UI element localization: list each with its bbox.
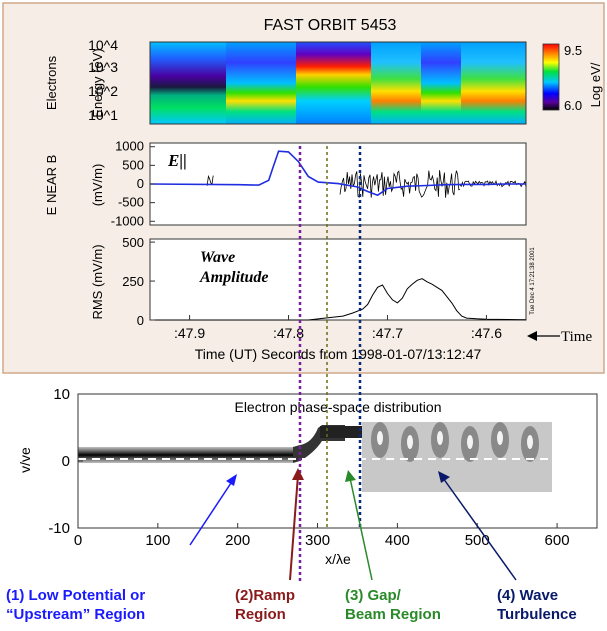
efield-noise-band bbox=[339, 170, 461, 198]
phase-ytick-label: 0 bbox=[62, 453, 70, 470]
spectrogram-block-5 bbox=[421, 42, 461, 124]
upstream-beam bbox=[78, 447, 293, 463]
energy-axis-label: Energy (eV) bbox=[90, 48, 105, 117]
wave-amplitude-line-1: Wave bbox=[200, 249, 235, 266]
time-axis-label: Time (UT) Seconds from 1998-01-07/13:12:… bbox=[195, 346, 482, 362]
rms-x-ticks: :47.9 :47.8 :47.7 :47.6 bbox=[174, 315, 502, 341]
arrow-2-head bbox=[292, 468, 304, 480]
energy-tick-2: 10^3 bbox=[88, 59, 118, 75]
accelerated-beam bbox=[320, 426, 362, 438]
phase-xtick-label: 600 bbox=[545, 532, 570, 549]
annotation-3-line-2: Beam Region bbox=[345, 606, 441, 623]
efield-ytick-label: 500 bbox=[122, 157, 144, 172]
rms-xtick-label: :47.8 bbox=[273, 325, 304, 341]
phase-space-x-ticks: 0 100 200 300 400 500 600 bbox=[74, 523, 570, 549]
energy-tick-4: 10^1 bbox=[88, 107, 118, 123]
enearb-label: E NEAR B bbox=[44, 155, 59, 216]
colorbar-label: Log eV/ bbox=[588, 62, 603, 107]
efield-ytick-label: 0 bbox=[137, 176, 144, 191]
efield-ytick-label: 1000 bbox=[115, 139, 144, 154]
spectrogram-block-6 bbox=[461, 42, 526, 124]
phase-xtick-label: 500 bbox=[465, 532, 490, 549]
rms-xtick-label: :47.7 bbox=[372, 325, 403, 341]
rms-xtick-label: :47.9 bbox=[174, 325, 205, 341]
energy-tick-1: 10^4 bbox=[88, 37, 118, 53]
efield-y-ticks: 1000 500 0 -500 -1000 bbox=[111, 139, 155, 228]
colorbar-min-label: 6.0 bbox=[564, 98, 582, 113]
vortex-core bbox=[527, 435, 533, 449]
spectrogram-frame bbox=[149, 41, 527, 125]
phase-space-plot bbox=[77, 393, 598, 529]
phase-ytick-label: 10 bbox=[53, 386, 70, 403]
vortex-core bbox=[407, 435, 413, 449]
rms-frame bbox=[149, 238, 527, 321]
spectrogram-block-3 bbox=[296, 42, 371, 124]
arrow-3-shaft bbox=[349, 477, 373, 581]
region-annotations: (1) Low Potential or “Upstream” Region (… bbox=[6, 587, 577, 623]
phase-xtick-label: 300 bbox=[305, 532, 330, 549]
electron-spectrogram bbox=[149, 41, 527, 125]
arrow-1-head bbox=[226, 474, 237, 486]
phase-xtick-label: 100 bbox=[145, 532, 170, 549]
turbulence-region bbox=[362, 422, 552, 492]
vortex-group bbox=[371, 422, 539, 462]
efield-axis-label: (mV/m) bbox=[90, 164, 105, 207]
phase-space-y-label: v/ve bbox=[17, 447, 33, 473]
rms-ytick-label: 0 bbox=[137, 313, 144, 328]
annotation-4-line-2: Turbulence bbox=[497, 606, 577, 623]
rms-axis-label: RMS (mV/m) bbox=[90, 244, 105, 319]
annotation-3-line-1: (3) Gap/ bbox=[345, 587, 402, 604]
eparallel-annotation: E|| bbox=[167, 151, 187, 170]
arrow-3-head bbox=[345, 470, 356, 482]
arrow-4-shaft bbox=[442, 477, 517, 581]
arrow-2-shaft bbox=[289, 474, 299, 581]
wave-amplitude-label: Wave Amplitude bbox=[199, 249, 268, 286]
efield-noise-band bbox=[459, 179, 527, 188]
phase-ytick-label: -10 bbox=[48, 520, 70, 537]
wave-amplitude-line-2: Amplitude bbox=[199, 269, 268, 286]
annotation-2-line-1: (2)Ramp bbox=[235, 587, 295, 604]
phase-space-x-label: x/λe bbox=[325, 551, 351, 567]
time-arrow-label: Time bbox=[561, 329, 592, 345]
vortex-core bbox=[437, 431, 443, 445]
spectrogram-block-1 bbox=[150, 42, 226, 124]
colorbar-max-label: 9.5 bbox=[564, 43, 582, 58]
spectrogram-block-2 bbox=[226, 42, 296, 124]
rms-ytick-label: 500 bbox=[122, 235, 144, 250]
rms-y-ticks: 500 250 0 bbox=[122, 235, 155, 328]
annotation-4-line-1: (4) Wave bbox=[497, 587, 558, 604]
efield-ytick-label: -1000 bbox=[111, 213, 144, 228]
colorbar bbox=[542, 43, 560, 111]
annotation-1-line-2: “Upstream” Region bbox=[6, 606, 145, 623]
figure-title: FAST ORBIT 5453 bbox=[264, 17, 397, 34]
vortex-core bbox=[497, 431, 503, 445]
time-arrow-head bbox=[527, 331, 537, 341]
annotation-1-line-1: (1) Low Potential or bbox=[6, 587, 145, 604]
phase-space-y-ticks: 10 0 -10 bbox=[48, 386, 83, 537]
electrons-label: Electrons bbox=[44, 55, 59, 110]
arrow-1-shaft bbox=[189, 479, 234, 546]
energy-tick-3: 10^2 bbox=[88, 83, 118, 99]
timestamp-stamp: Tue Dec 4 17:21:38 2001 bbox=[530, 247, 536, 315]
efield-ytick-label: -500 bbox=[118, 195, 144, 210]
phase-xtick-label: 400 bbox=[385, 532, 410, 549]
spectrogram-block-4 bbox=[371, 42, 421, 124]
vortex-core bbox=[377, 431, 383, 445]
arrow-4-head bbox=[438, 471, 450, 483]
rms-ytick-label: 250 bbox=[122, 274, 144, 289]
phase-space-title: Electron phase-space distribution bbox=[234, 399, 441, 415]
annotation-2-line-2: Region bbox=[235, 606, 286, 623]
phase-xtick-label: 200 bbox=[225, 532, 250, 549]
rms-xtick-label: :47.6 bbox=[471, 325, 502, 341]
efield-series-line bbox=[149, 150, 526, 197]
phase-xtick-label: 0 bbox=[74, 532, 82, 549]
vortex-core bbox=[467, 435, 473, 449]
